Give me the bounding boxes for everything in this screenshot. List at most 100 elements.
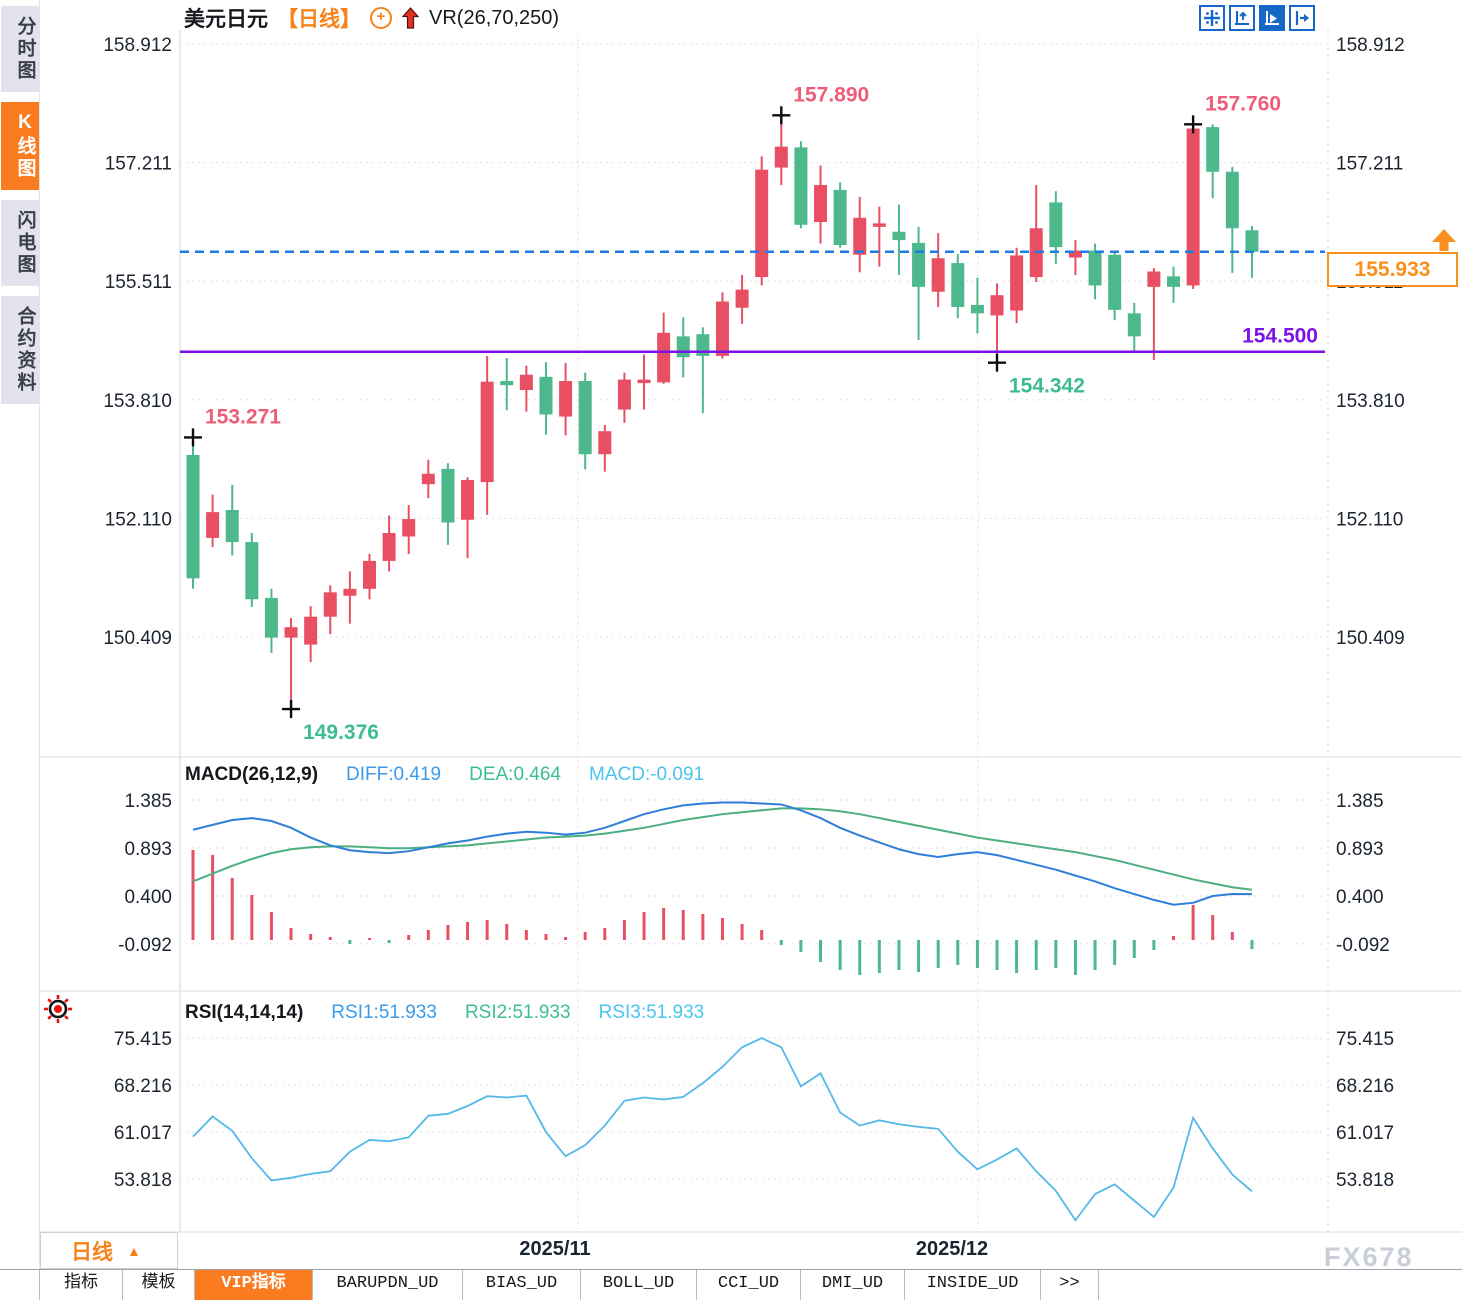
y-axis-label: 1.385 [124, 791, 172, 812]
current-price-tag[interactable]: 155.933 [1327, 252, 1458, 287]
candle[interactable] [735, 289, 749, 308]
add-indicator-icon[interactable] [370, 7, 392, 29]
sidebar-item-2[interactable]: 闪电图 [0, 200, 39, 286]
current-price-value: 155.933 [1354, 257, 1431, 281]
tab-VIP指标[interactable]: VIP指标 [195, 1270, 313, 1300]
candle[interactable] [970, 304, 984, 314]
macd-hist-bar [897, 940, 901, 970]
candle[interactable] [637, 379, 651, 384]
candle[interactable] [480, 381, 494, 483]
macd-hist-bar [564, 937, 568, 940]
macd-hist-bar [760, 930, 764, 940]
tab-模板[interactable]: 模板 [123, 1270, 195, 1300]
candle[interactable] [1088, 250, 1102, 286]
candle[interactable] [951, 263, 965, 308]
candle[interactable] [598, 431, 612, 455]
candle[interactable] [1147, 271, 1161, 287]
tab-BIAS_UD[interactable]: BIAS_UD [463, 1270, 581, 1300]
y-axis-label: 157.211 [105, 154, 172, 175]
macd-hist-bar [269, 912, 273, 940]
y-axis-label: 61.017 [114, 1123, 172, 1144]
candle[interactable] [755, 169, 769, 278]
candle[interactable] [245, 542, 259, 600]
tab-BOLL_UD[interactable]: BOLL_UD [581, 1270, 697, 1300]
candle[interactable] [853, 217, 867, 255]
candle[interactable] [323, 592, 337, 617]
candle[interactable] [362, 560, 376, 589]
candle[interactable] [304, 616, 318, 645]
price-marker-label: 149.376 [303, 721, 379, 744]
auto-scale-icon[interactable] [1259, 5, 1285, 31]
axis-scale-icon[interactable] [1229, 5, 1255, 31]
candle[interactable] [264, 597, 278, 638]
candle[interactable] [676, 336, 690, 358]
candle[interactable] [1167, 276, 1180, 287]
crosshair-icon[interactable] [1199, 5, 1225, 31]
candle[interactable] [284, 627, 298, 638]
candle[interactable] [990, 295, 1004, 316]
candle[interactable] [1186, 128, 1200, 286]
candle[interactable] [206, 512, 220, 538]
candle[interactable] [1206, 127, 1220, 172]
tab-BARUPDN_UD[interactable]: BARUPDN_UD [313, 1270, 463, 1300]
price-marker-cross [1184, 115, 1203, 134]
macd-hist-bar [1015, 940, 1019, 973]
candle[interactable] [343, 588, 357, 596]
tab-DMI_UD[interactable]: DMI_UD [801, 1270, 905, 1300]
sidebar-item-1[interactable]: K线图 [0, 102, 39, 190]
candle[interactable] [225, 510, 239, 543]
candle[interactable] [657, 332, 671, 383]
macd-hist-bar [662, 908, 666, 940]
candle[interactable] [519, 374, 533, 391]
tab-INSIDE_UD[interactable]: INSIDE_UD [905, 1270, 1041, 1300]
candle[interactable] [402, 519, 416, 537]
macd-hist-bar [642, 912, 646, 940]
candle[interactable] [1225, 171, 1239, 229]
candle[interactable] [382, 533, 396, 561]
macd-hist-bar [505, 924, 509, 940]
macd-hist-bar [1250, 940, 1254, 950]
candle[interactable] [814, 185, 828, 222]
macd-hist-bar [819, 940, 823, 962]
candle[interactable] [1127, 313, 1141, 337]
candle[interactable] [441, 468, 455, 523]
candle[interactable] [1245, 230, 1259, 252]
candle[interactable] [1108, 254, 1122, 310]
y-axis-label: 0.893 [124, 839, 172, 860]
y-axis-label: 1.385 [1336, 791, 1384, 812]
candle[interactable] [912, 242, 926, 287]
candle[interactable] [186, 454, 200, 579]
candle[interactable] [794, 147, 808, 225]
go-to-latest-icon[interactable] [1289, 5, 1315, 31]
candle[interactable] [931, 258, 945, 292]
candle[interactable] [539, 376, 553, 415]
candle[interactable] [833, 189, 847, 245]
tab-指标[interactable]: 指标 [40, 1270, 123, 1300]
candle[interactable] [461, 480, 475, 520]
macd-hist-bar [995, 940, 999, 970]
macd-hist-bar [348, 940, 352, 944]
candle[interactable] [872, 223, 886, 227]
candle[interactable] [500, 380, 514, 386]
candle[interactable] [892, 231, 906, 241]
timeframe-button[interactable]: 日线 ▲ [40, 1232, 178, 1269]
y-axis-label: 150.409 [103, 628, 172, 649]
candle[interactable] [715, 301, 729, 356]
macd-hist-bar [1132, 940, 1136, 958]
tab->>[interactable]: >> [1041, 1270, 1099, 1300]
sidebar-item-0[interactable]: 分时图 [0, 6, 39, 92]
candle[interactable] [1010, 255, 1024, 311]
candle[interactable] [421, 473, 435, 485]
candle[interactable] [617, 379, 631, 410]
candle[interactable] [1068, 250, 1082, 258]
macd-hist-bar [858, 940, 862, 975]
candle[interactable] [1049, 202, 1063, 248]
macd-hist-bar [838, 940, 842, 970]
sidebar-item-3[interactable]: 合约资料 [0, 296, 39, 404]
candle[interactable] [559, 380, 573, 417]
tab-CCI_UD[interactable]: CCI_UD [697, 1270, 801, 1300]
candle[interactable] [578, 380, 592, 455]
candle[interactable] [774, 146, 788, 168]
indicator-settings-icon[interactable] [43, 994, 73, 1024]
